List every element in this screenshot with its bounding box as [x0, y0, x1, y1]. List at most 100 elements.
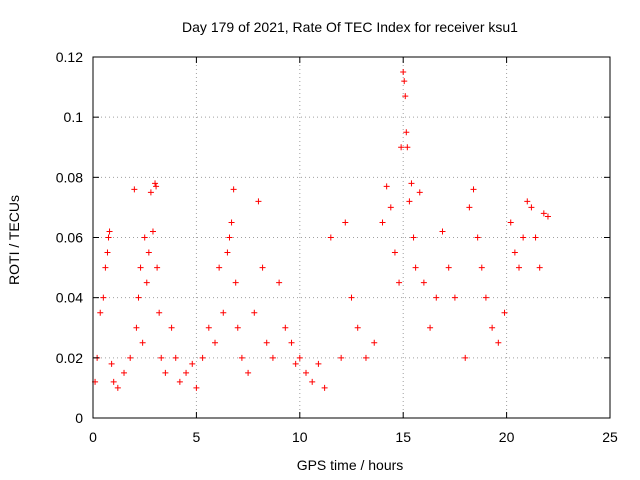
data-point — [189, 360, 196, 367]
data-point — [445, 264, 452, 271]
y-tick-label: 0.12 — [56, 49, 83, 65]
data-point — [232, 279, 239, 286]
data-point — [391, 249, 398, 256]
data-point — [114, 384, 121, 391]
data-point — [153, 183, 160, 190]
data-point — [342, 219, 349, 226]
data-point — [168, 324, 175, 331]
data-point — [143, 279, 150, 286]
data-point — [224, 249, 231, 256]
grid-lines — [93, 57, 610, 418]
data-point — [147, 189, 154, 196]
data-point — [212, 339, 219, 346]
data-point — [152, 180, 159, 187]
data-point — [245, 369, 252, 376]
data-point — [495, 339, 502, 346]
x-tick-label: 5 — [193, 429, 201, 445]
data-point — [420, 279, 427, 286]
data-point — [400, 69, 407, 76]
x-axis-ticks: 0 5 10 15 20 25 — [89, 57, 618, 445]
data-point — [133, 324, 140, 331]
data-point — [462, 354, 469, 361]
y-tick-label: 0.1 — [64, 109, 84, 125]
data-point — [439, 228, 446, 235]
data-point — [205, 324, 212, 331]
data-point — [131, 186, 138, 193]
data-point — [104, 249, 111, 256]
data-point — [501, 309, 508, 316]
data-point — [263, 339, 270, 346]
x-tick-label: 20 — [499, 429, 515, 445]
data-points — [92, 69, 551, 391]
data-point — [234, 324, 241, 331]
data-point — [100, 294, 107, 301]
data-point — [520, 234, 527, 241]
data-point — [401, 78, 408, 85]
data-point — [321, 384, 328, 391]
data-point — [183, 369, 190, 376]
data-point — [532, 234, 539, 241]
data-point — [105, 234, 112, 241]
data-point — [156, 309, 163, 316]
y-tick-label: 0.06 — [56, 230, 83, 246]
data-point — [172, 354, 179, 361]
data-point — [135, 294, 142, 301]
data-point — [216, 264, 223, 271]
data-point — [511, 249, 518, 256]
data-point — [154, 264, 161, 271]
data-point — [362, 354, 369, 361]
data-point — [327, 234, 334, 241]
data-point — [404, 144, 411, 151]
data-point — [524, 198, 531, 205]
data-point — [238, 354, 245, 361]
data-point — [470, 186, 477, 193]
data-point — [251, 309, 258, 316]
data-point — [97, 309, 104, 316]
data-point — [102, 264, 109, 271]
data-point — [137, 264, 144, 271]
data-point — [292, 360, 299, 367]
data-point — [383, 183, 390, 190]
data-point — [354, 324, 361, 331]
data-point — [482, 294, 489, 301]
data-point — [255, 198, 262, 205]
data-point — [427, 324, 434, 331]
data-point — [528, 204, 535, 211]
data-point — [193, 384, 200, 391]
y-axis-ticks: 0 0.02 0.04 0.06 0.08 0.1 0.12 — [56, 49, 610, 426]
data-point — [158, 354, 165, 361]
data-point — [282, 324, 289, 331]
data-point — [121, 369, 128, 376]
plot-frame — [92, 56, 611, 419]
data-point — [315, 360, 322, 367]
x-tick-label: 25 — [602, 429, 618, 445]
data-point — [259, 264, 266, 271]
data-point — [516, 264, 523, 271]
data-point — [230, 186, 237, 193]
data-point — [466, 204, 473, 211]
data-point — [145, 249, 152, 256]
data-point — [402, 93, 409, 100]
data-point — [127, 354, 134, 361]
data-point — [507, 219, 514, 226]
data-point — [536, 264, 543, 271]
x-tick-label: 10 — [292, 429, 308, 445]
data-point — [474, 234, 481, 241]
data-point — [199, 354, 206, 361]
data-point — [406, 198, 413, 205]
data-point — [396, 279, 403, 286]
data-point — [544, 213, 551, 220]
data-point — [338, 354, 345, 361]
data-point — [296, 354, 303, 361]
data-point — [288, 339, 295, 346]
data-point — [348, 294, 355, 301]
data-point — [276, 279, 283, 286]
data-point — [226, 234, 233, 241]
data-point — [379, 219, 386, 226]
data-point — [162, 369, 169, 376]
data-point — [303, 369, 310, 376]
data-point — [108, 360, 115, 367]
y-tick-label: 0.04 — [56, 290, 83, 306]
data-point — [106, 228, 113, 235]
